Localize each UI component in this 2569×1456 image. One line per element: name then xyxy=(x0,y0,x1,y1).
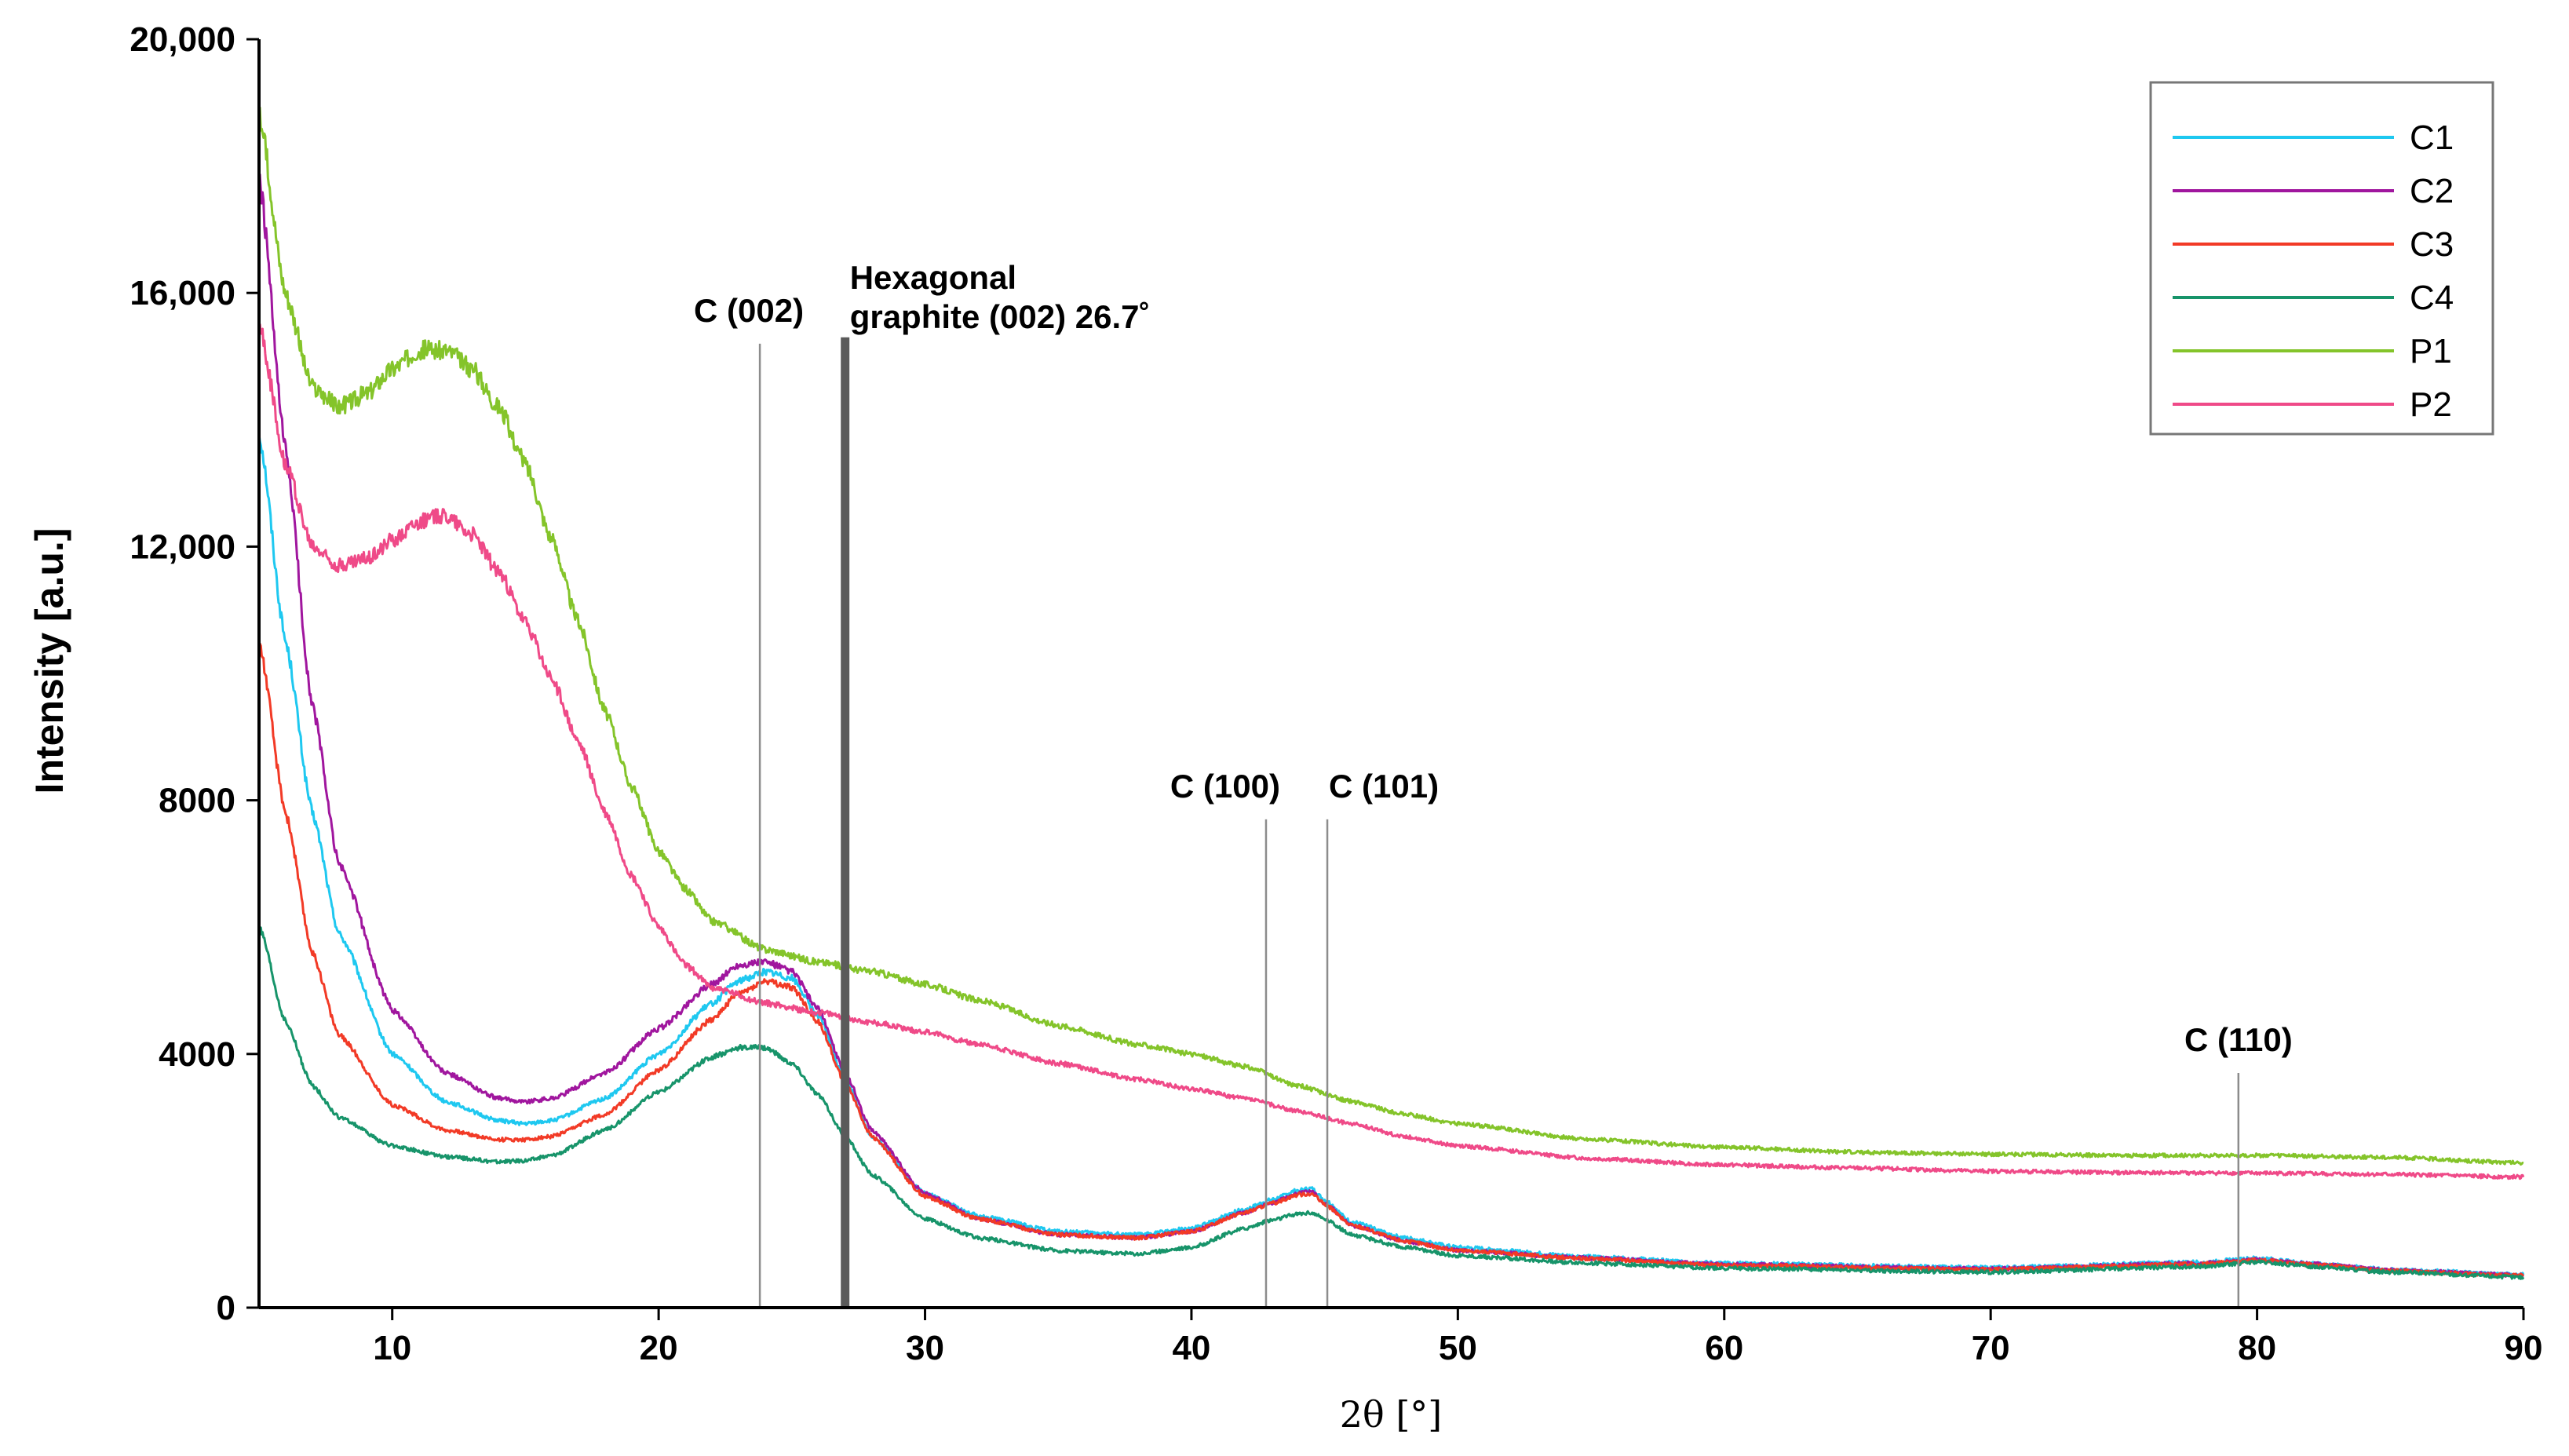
y-tick-label: 4000 xyxy=(159,1035,235,1074)
legend-box xyxy=(2149,81,2494,436)
x-tick-label: 40 xyxy=(1172,1329,1210,1367)
legend-label-c1[interactable]: C1 xyxy=(2410,119,2454,157)
legend[interactable]: C1 C2 C3 C4 P1 P2 xyxy=(2149,81,2494,436)
reference-label-0: C (002) xyxy=(694,292,804,329)
reference-label-1: Hexagonal graphite (002) 26.7˚ xyxy=(850,259,1151,335)
y-tick-label: 8000 xyxy=(159,782,235,820)
y-tick-label: 16,000 xyxy=(130,274,235,312)
y-tick-label: 12,000 xyxy=(130,527,235,566)
series-line-p2 xyxy=(257,323,2525,1180)
reference-label-4: C (110) xyxy=(2184,1021,2293,1058)
y-tick-label: 0 xyxy=(217,1289,235,1327)
series-line-c3 xyxy=(258,642,2525,1279)
x-tick-label: 30 xyxy=(906,1329,944,1367)
reference-label-3: C (101) xyxy=(1329,768,1439,805)
legend-label-p2[interactable]: P2 xyxy=(2410,385,2452,424)
reference-label-line-0: Hexagonal xyxy=(850,259,1016,296)
x-tick-label: 10 xyxy=(373,1329,411,1367)
series-line-c4 xyxy=(257,926,2525,1280)
x-tick-label: 80 xyxy=(2238,1329,2276,1367)
series-layer xyxy=(257,106,2525,1280)
x-axis-title: 2θ [°] xyxy=(1340,1393,1442,1436)
x-tick-label: 50 xyxy=(1439,1329,1477,1367)
y-axis-title: Intensity [a.u.] xyxy=(27,528,71,794)
x-tick-label: 20 xyxy=(640,1329,678,1367)
x-tick-label: 60 xyxy=(1705,1329,1743,1367)
reference-label-2: C (100) xyxy=(1170,768,1280,805)
reference-label-line-1: graphite (002) 26.7˚ xyxy=(850,298,1151,335)
x-tick-label: 90 xyxy=(2505,1329,2543,1367)
y-tick-label: 20,000 xyxy=(130,20,235,59)
legend-label-c2[interactable]: C2 xyxy=(2410,172,2454,210)
reference-lines: C (002) Hexagonal graphite (002) 26.7˚ C (1… xyxy=(694,259,2293,1308)
legend-label-p1[interactable]: P1 xyxy=(2410,332,2452,370)
x-tick-label: 70 xyxy=(1972,1329,2010,1367)
legend-label-c3[interactable]: C3 xyxy=(2410,225,2454,264)
plot-area: C (002) Hexagonal graphite (002) 26.7˚ C (1… xyxy=(257,106,2525,1308)
legend-label-c4[interactable]: C4 xyxy=(2410,279,2454,317)
series-line-c1 xyxy=(257,433,2525,1278)
series-line-p1 xyxy=(257,106,2524,1166)
axes: 0 4000 8000 12,000 16,000 20,000 10 20 30 40 50 60 7… xyxy=(130,20,2542,1367)
